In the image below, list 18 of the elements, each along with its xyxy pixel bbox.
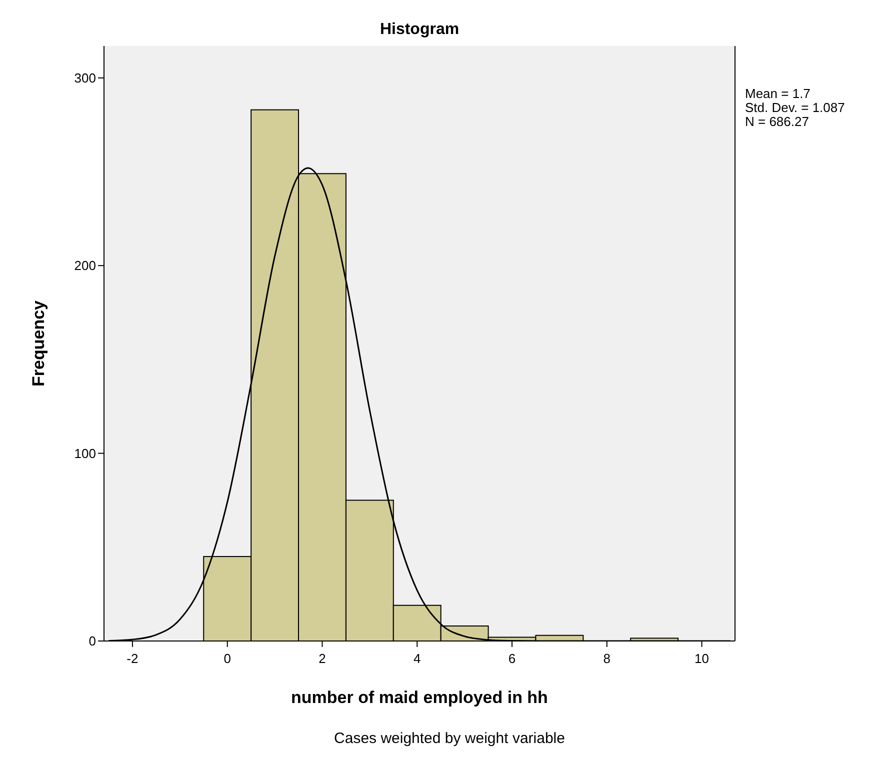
x-axis-title: number of maid employed in hh [291, 688, 548, 707]
x-tick-label: 0 [224, 651, 231, 666]
y-tick-label: 0 [88, 634, 96, 649]
x-tick-label: 6 [508, 651, 516, 666]
y-axis-title: Frequency [29, 300, 48, 386]
y-tick-label: 300 [74, 70, 96, 86]
text: Cases weighted by weight variable [334, 730, 565, 747]
text: Std. Dev. = 1.087 [745, 100, 845, 115]
x-tick-label: 8 [603, 651, 611, 666]
y-tick-label: 100 [74, 446, 96, 461]
x-tick-label: 4 [414, 651, 421, 666]
y-tick-label: 200 [74, 258, 96, 274]
text: N = 686.27 [745, 114, 809, 129]
text: Mean = 1.7 [745, 86, 810, 101]
x-tick-label: 2 [318, 651, 326, 666]
x-tick-label: -2 [126, 651, 138, 666]
chart-title: Histogram [380, 21, 460, 38]
x-tick-label: 10 [694, 651, 710, 666]
